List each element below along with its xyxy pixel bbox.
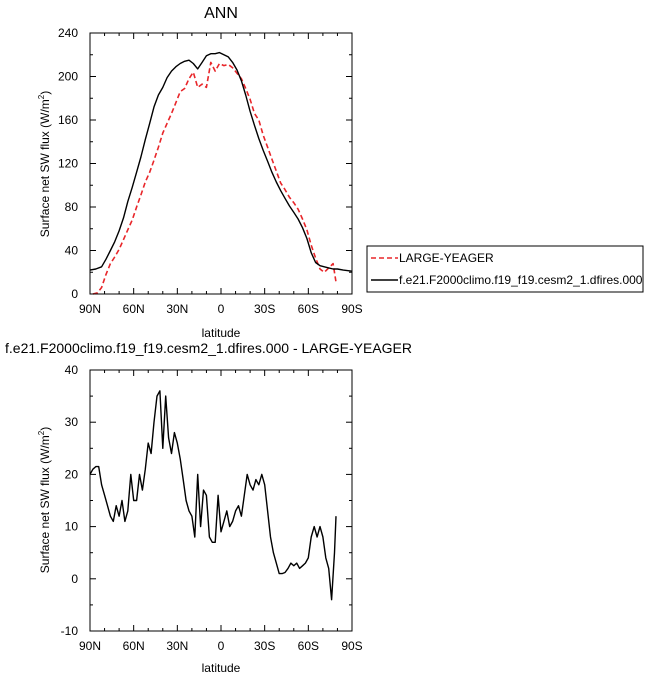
bottom-chart-y-tick-label: 20 <box>65 467 79 481</box>
top-chart-y-tick-label: 160 <box>58 113 78 127</box>
bottom-chart-x-tick-label: 30S <box>254 639 275 653</box>
top-chart-x-tick-label: 60S <box>298 302 319 316</box>
bottom-chart-x-tick-label: 90N <box>79 639 101 653</box>
top-chart-series <box>89 51 353 295</box>
bottom-chart-x-tick-label: 30N <box>166 639 188 653</box>
top-chart-y-tick-label: 80 <box>65 200 79 214</box>
top-chart-x-tick-label: 90N <box>79 302 101 316</box>
top-chart: ANN 90N 60N 30N 0 30S 60S 90S 0 40 80 120 160 200 240… <box>37 5 644 340</box>
bottom-chart-x-tick-label: 0 <box>218 639 225 653</box>
bottom-chart-y-tick-label: 0 <box>71 572 78 586</box>
top-chart-x-tick-label: 0 <box>218 302 225 316</box>
bottom-chart-x-tick-label: 60N <box>123 639 145 653</box>
bottom-chart-y-axis-label: Surface net SW flux (W/m2) <box>37 427 52 573</box>
top-chart-y-tick-label: 120 <box>58 157 78 171</box>
legend-label-cesm2: f.e21.F2000climo.f19_f19.cesm2_1.dfires.… <box>399 273 643 287</box>
bottom-chart-x-tick-label: 90S <box>341 639 362 653</box>
top-chart-x-tick-label: 30N <box>166 302 188 316</box>
bottom-chart-title: f.e21.F2000climo.f19_f19.cesm2_1.dfires.… <box>5 340 412 356</box>
top-chart-y-tick-label: 240 <box>58 26 78 40</box>
bottom-chart-y-tick-label: 30 <box>65 415 79 429</box>
bottom-chart-ticks: 90N 60N 30N 0 30S 60S 90S -10 0 10 20 30 40 <box>61 363 363 653</box>
top-chart-x-axis-label: latitude <box>202 326 241 340</box>
bottom-chart-y-tick-label: -10 <box>61 624 79 638</box>
top-chart-x-tick-label: 60N <box>123 302 145 316</box>
bottom-chart-y-tick-label: 40 <box>65 363 79 377</box>
bottom-chart-y-tick-label: 10 <box>65 520 79 534</box>
top-chart-y-tick-label: 0 <box>71 287 78 301</box>
legend-box <box>366 245 644 293</box>
top-chart-series-line-1 <box>89 51 353 272</box>
legend: LARGE-YEAGER f.e21.F2000climo.f19_f19.ce… <box>366 245 644 293</box>
top-chart-ticks: 90N 60N 30N 0 30S 60S 90S 0 40 80 120 160 200 240 <box>58 26 363 316</box>
bottom-chart-x-axis-label: latitude <box>202 661 241 675</box>
top-chart-y-axis-label: Surface net SW flux (W/m2) <box>37 91 52 237</box>
top-chart-series-line-0 <box>92 61 337 295</box>
top-chart-x-tick-label: 90S <box>341 302 362 316</box>
bottom-chart-x-tick-label: 60S <box>298 639 319 653</box>
bottom-chart-series <box>89 390 337 601</box>
legend-label-large-yeager: LARGE-YEAGER <box>399 251 494 265</box>
bottom-chart-series-line-0 <box>89 390 337 601</box>
bottom-chart: f.e21.F2000climo.f19_f19.cesm2_1.dfires.… <box>5 340 412 675</box>
top-chart-x-tick-label: 30S <box>254 302 275 316</box>
top-chart-y-tick-label: 200 <box>58 70 78 84</box>
top-chart-title: ANN <box>204 5 238 22</box>
top-chart-y-tick-label: 40 <box>65 244 79 258</box>
